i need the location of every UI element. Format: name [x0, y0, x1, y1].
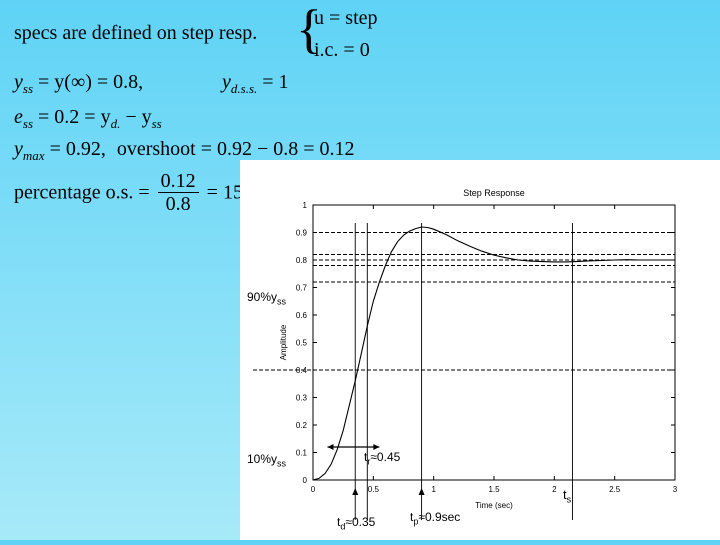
time-arrowhead — [418, 488, 425, 495]
y-tick-label: 0.9 — [296, 229, 308, 238]
y-tick-label: 0.8 — [296, 256, 308, 265]
x-tick-label: 0.5 — [368, 485, 380, 494]
chart-title: Step Response — [463, 188, 525, 198]
overshoot-fraction: 0.12 0.8 — [157, 170, 199, 215]
step-response-chart: Step Response 0 0.5 1 1.5 2 2.5 3 0 0.1 0.2 0.3 0.4 0… — [253, 188, 678, 520]
y-tick-label: 0.4 — [296, 366, 308, 375]
left-brace: { — [296, 0, 322, 59]
yss-equation: yss = y(∞) = 0.8, — [14, 71, 144, 96]
y-axis-label: Amplitude — [279, 324, 288, 360]
ess-equation: ess = 0.2 = yd. − yss — [14, 106, 162, 131]
yss-symbol: yss — [14, 71, 34, 96]
label-10-percent: 10%yss — [247, 452, 287, 469]
ymax-symbol: ymax — [14, 138, 45, 163]
case-u: u = step — [314, 7, 378, 29]
step-conditions-brace: { — [296, 2, 322, 56]
yd-equation: yd.s.s. = 1 — [222, 71, 289, 96]
x-tick-label: 3 — [673, 485, 678, 494]
specs-text: specs are defined on step resp. — [14, 23, 257, 43]
y-tick-label: 1 — [303, 201, 308, 210]
y-tick-label: 0.3 — [296, 394, 308, 403]
y-tick-label: 0.7 — [296, 284, 308, 293]
label-peak-time: tp≈0.9sec — [410, 510, 461, 527]
label-rise-time: tr≈0.45 — [364, 450, 401, 467]
y-tick-label: 0 — [303, 476, 308, 485]
ymax-equation: ymax = 0.92, overshoot = 0.92 − 0.8 = 0.… — [14, 138, 355, 163]
y-tick-label: 0.5 — [296, 339, 308, 348]
label-delay-time: td≈0.35 — [337, 515, 376, 532]
step-response-plot-area: Step Response 0 0.5 1 1.5 2 2.5 3 0 0.1 0.2 0.3 0.4 0… — [240, 160, 720, 540]
label-settling-time: ts — [563, 487, 572, 505]
y-tick-label: 0.6 — [296, 311, 308, 320]
y-tick-label: 0.2 — [296, 421, 308, 430]
x-tick-label: 2.5 — [609, 485, 621, 494]
y-tick-label: 0.1 — [296, 449, 308, 458]
percentage-equation: percentage o.s. = 0.12 0.8 = 15% — [14, 170, 260, 215]
label-90-percent: 90%yss — [247, 290, 287, 307]
x-tick-label: 1 — [431, 485, 436, 494]
rise-arrowhead-left — [327, 444, 334, 450]
axes-box — [312, 204, 676, 481]
x-tick-label: 0 — [311, 485, 316, 494]
rise-arrowhead-right — [373, 444, 380, 450]
time-arrowhead — [352, 488, 359, 495]
x-axis-label: Time (sec) — [475, 501, 513, 510]
ess-symbol: ess — [14, 106, 34, 131]
x-tick-label: 2 — [552, 485, 557, 494]
case-ic: i.c. = 0 — [314, 39, 370, 61]
specs-label: specs are defined on step resp. — [14, 22, 258, 44]
yd-symbol: yd.s.s. — [222, 71, 258, 96]
response-curve — [312, 226, 675, 481]
overshoot-text: overshoot = 0.92 − 0.8 = 0.12 — [116, 138, 355, 160]
x-tick-label: 1.5 — [488, 485, 500, 494]
